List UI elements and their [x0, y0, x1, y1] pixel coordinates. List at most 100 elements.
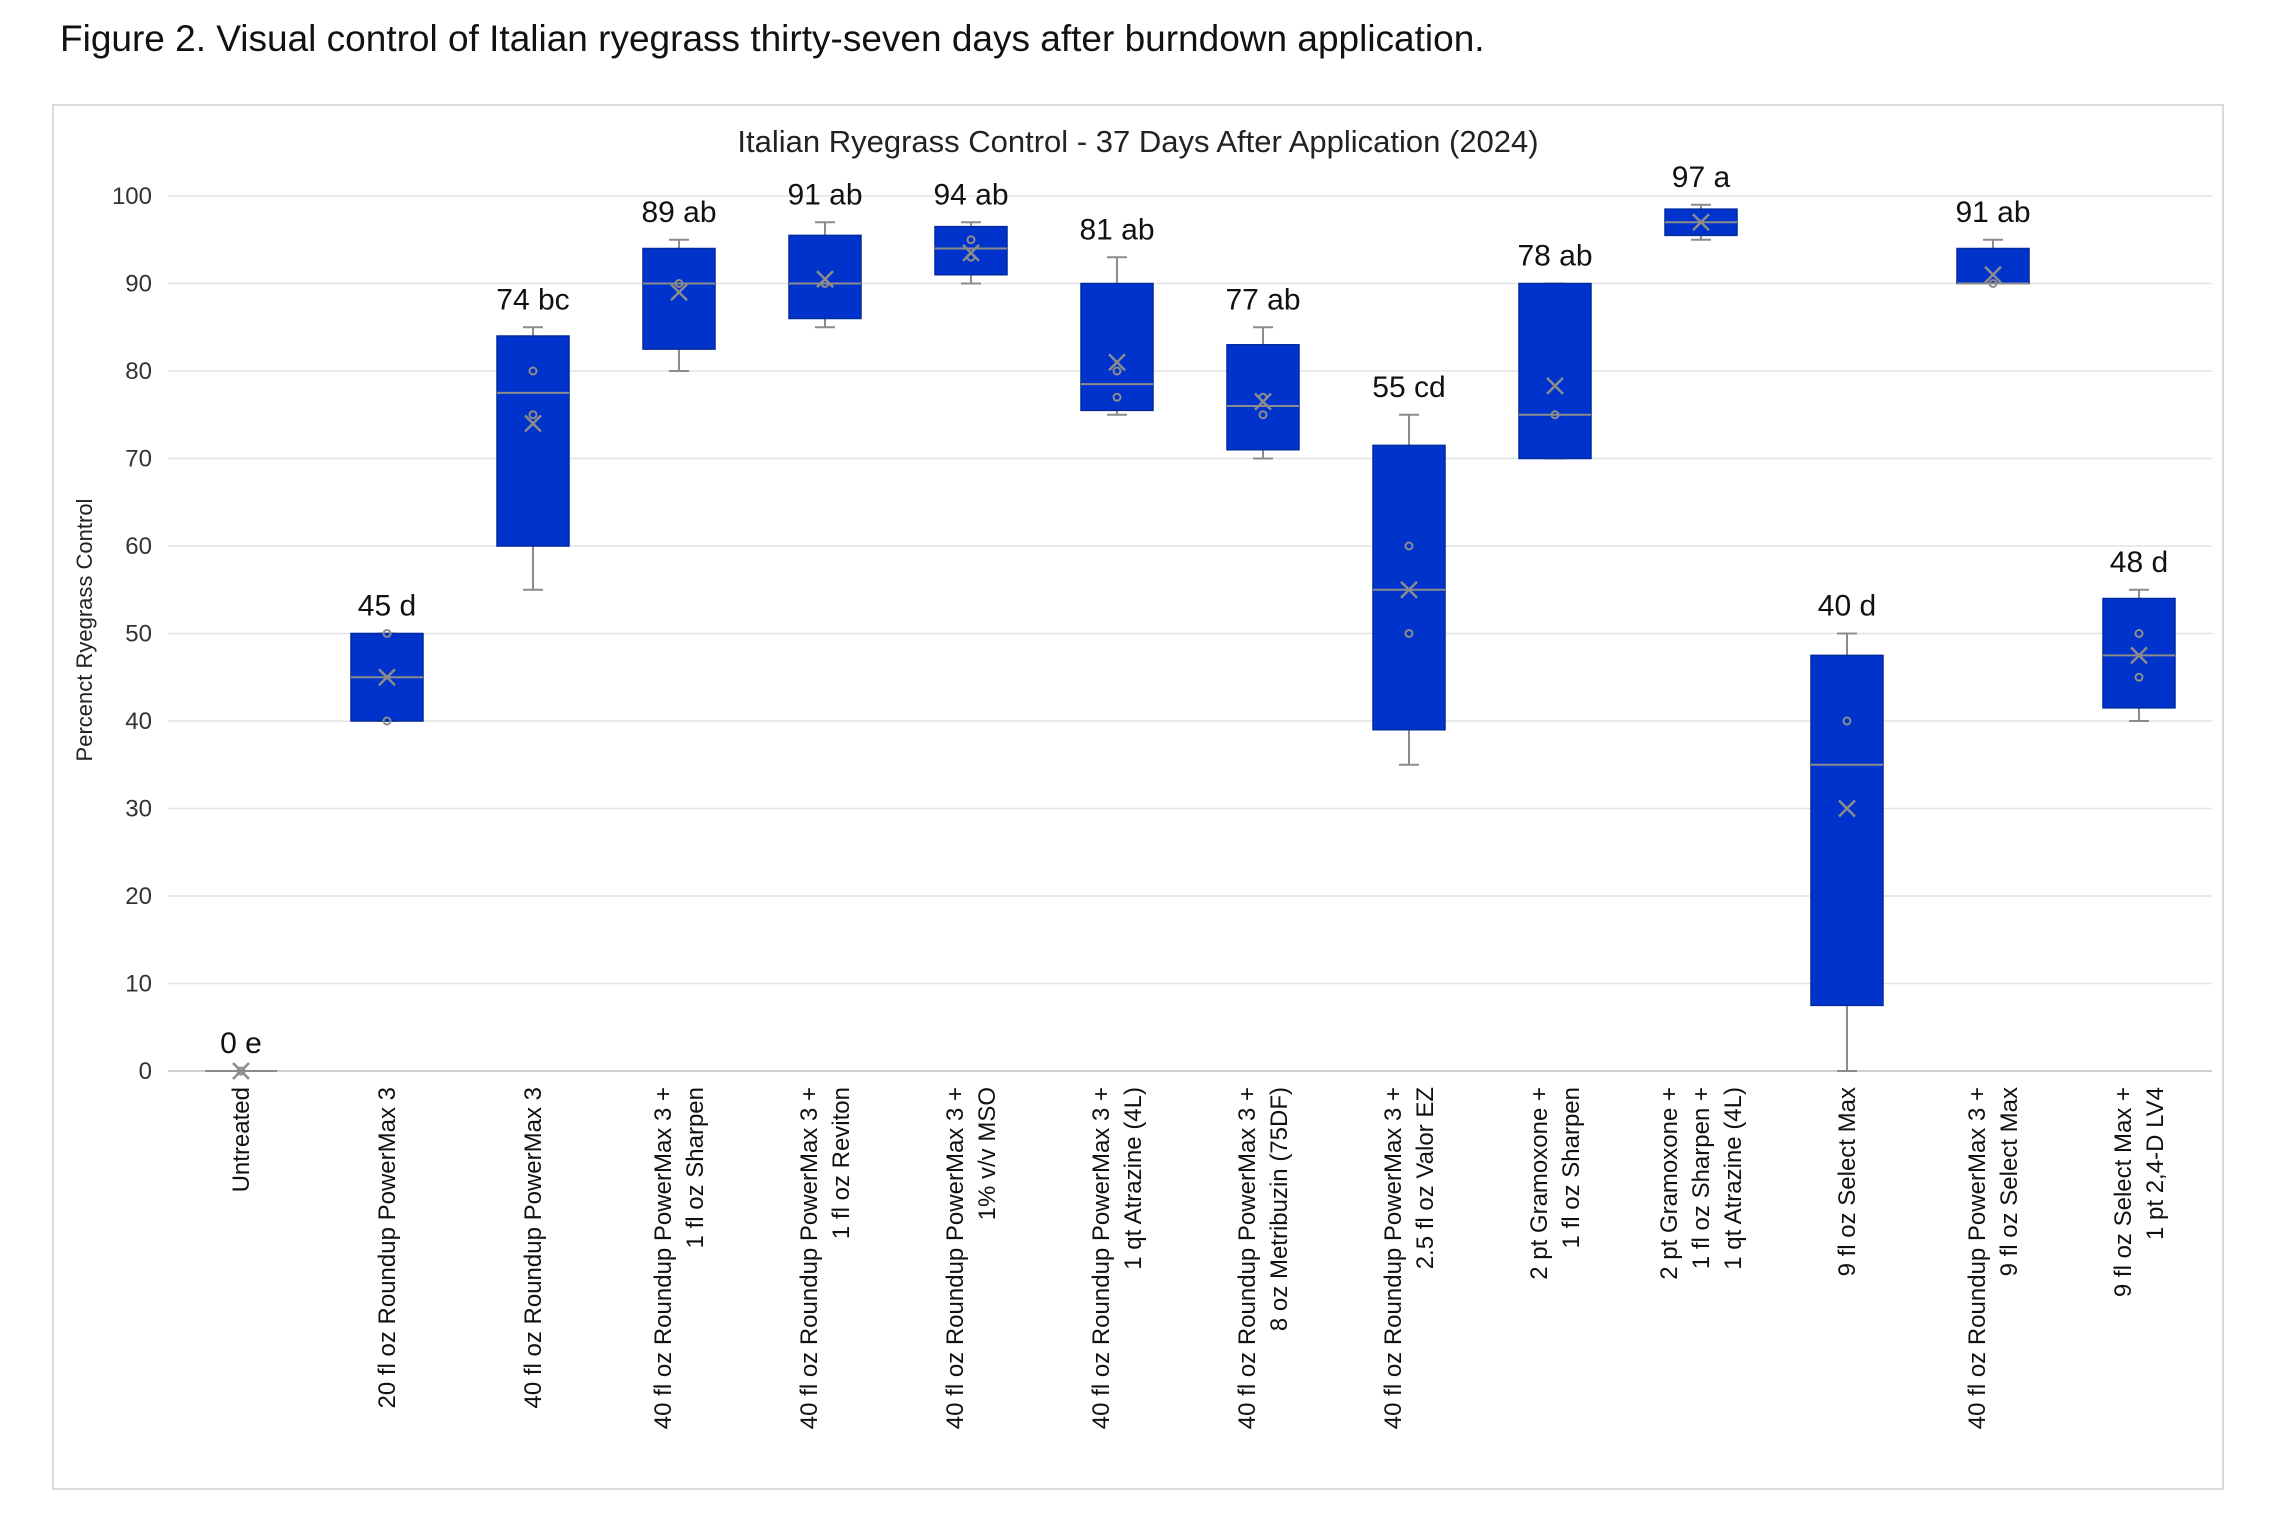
y-tick-label: 10	[125, 971, 152, 998]
x-tick-line: 40 fl oz Roundup PowerMax 3 +	[1088, 1087, 1115, 1429]
x-tick-text: 40 fl oz Roundup PowerMax 3 +1% v/v MSO	[942, 1087, 1001, 1429]
x-tick-label: 20 fl oz Roundup PowerMax 3	[374, 1087, 401, 1409]
x-tick-text: 40 fl oz Roundup PowerMax 3 +1 qt Atrazi…	[1088, 1087, 1147, 1429]
data-label: 0 e	[220, 1027, 262, 1060]
x-tick-line: 40 fl oz Roundup PowerMax 3 +	[1964, 1087, 1991, 1429]
data-label: 94 ab	[933, 178, 1008, 211]
x-tick-text: 40 fl oz Roundup PowerMax 3 +9 fl oz Sel…	[1964, 1087, 2023, 1429]
y-tick-label: 100	[112, 183, 152, 210]
y-tick-label: 80	[125, 358, 152, 385]
y-tick-label: 50	[125, 621, 152, 648]
data-point	[1550, 410, 1560, 420]
box-group: 91 ab	[1955, 196, 2031, 288]
x-tick-text: 40 fl oz Roundup PowerMax 3 +1 fl oz Rev…	[796, 1087, 855, 1429]
data-point	[236, 1066, 246, 1076]
x-tick-line: 2 pt Gramoxone +	[1526, 1087, 1553, 1280]
box	[1080, 282, 1154, 412]
box-group: 48 d	[2102, 546, 2176, 722]
box-group: 78 ab	[1517, 240, 1593, 460]
x-tick-text: 9 fl oz Select Max +1 pt 2,4-D LV4	[2110, 1087, 2169, 1297]
data-label: 77 ab	[1225, 283, 1300, 316]
x-tick-line: 1% v/v MSO	[974, 1087, 1001, 1220]
x-tick-line: 8 oz Metribuzin (75DF)	[1266, 1087, 1293, 1331]
mean-marker	[378, 668, 396, 687]
data-point	[2134, 629, 2144, 638]
chart-title: Italian Ryegrass Control - 37 Days After…	[737, 124, 1538, 159]
x-tick-text: 9 fl oz Select Max	[1834, 1087, 1861, 1276]
x-tick-text: Untreated	[228, 1087, 255, 1192]
y-tick-label: 20	[125, 883, 152, 910]
x-tick-label: 2 pt Gramoxone +1 fl oz Sharpen	[1526, 1087, 1585, 1280]
x-tick-line: 40 fl oz Roundup PowerMax 3 +	[796, 1087, 823, 1429]
box-group: 74 bc	[496, 283, 570, 591]
data-point	[382, 716, 392, 726]
x-tick-line: 40 fl oz Roundup PowerMax 3 +	[1234, 1087, 1261, 1429]
box-group: 55 cd	[1372, 371, 1446, 766]
box	[1518, 282, 1592, 460]
mean-marker	[1108, 353, 1126, 372]
box-group: 94 ab	[933, 178, 1009, 285]
y-tick-label: 0	[139, 1058, 152, 1085]
box	[788, 234, 862, 320]
x-tick-line: 9 fl oz Select Max	[1996, 1087, 2023, 1276]
x-tick-line: 40 fl oz Roundup PowerMax 3 +	[650, 1087, 677, 1429]
box-group: 40 d	[1810, 590, 1884, 1072]
data-label: 91 ab	[1955, 196, 2030, 229]
x-tick-line: 1 fl oz Reviton	[828, 1087, 855, 1239]
box	[1226, 344, 1300, 451]
data-label: 48 d	[2110, 546, 2168, 579]
data-label: 74 bc	[496, 283, 569, 316]
x-tick-label: 40 fl oz Roundup PowerMax 3 +8 oz Metrib…	[1234, 1087, 1293, 1429]
data-point	[966, 235, 976, 245]
box	[642, 247, 716, 350]
x-tick-line: 1 fl oz Sharpen	[1558, 1087, 1585, 1248]
mean-marker	[524, 414, 542, 433]
mean-marker	[1254, 392, 1272, 411]
box-group: 0 e	[205, 1027, 277, 1080]
y-axis-ticks: 0 10 20 30 40 50 60 70 80 90 100	[112, 183, 152, 1085]
x-tick-label: 40 fl oz Roundup PowerMax 3 +2.5 fl oz V…	[1380, 1087, 1439, 1429]
data-label: 89 ab	[641, 196, 716, 229]
data-label: 81 ab	[1079, 213, 1154, 246]
data-point	[1258, 410, 1268, 420]
data-point	[1404, 541, 1414, 551]
x-tick-label: 9 fl oz Select Max	[1834, 1087, 1861, 1276]
data-point	[382, 629, 392, 638]
data-point	[1112, 366, 1122, 376]
box	[934, 225, 1008, 276]
x-tick-line: 9 fl oz Select Max +	[2110, 1087, 2137, 1297]
data-label: 45 d	[358, 590, 416, 623]
box-group: 45 d	[350, 590, 424, 726]
x-tick-label: 40 fl oz Roundup PowerMax 3	[520, 1087, 547, 1409]
x-tick-line: 40 fl oz Roundup PowerMax 3 +	[1380, 1087, 1407, 1429]
data-label: 97 a	[1672, 161, 1731, 194]
mean-marker	[1546, 376, 1564, 395]
x-tick-text: 40 fl oz Roundup PowerMax 3	[520, 1087, 547, 1409]
boxes: 0 e 45 d 74 bc 89 ab 91 ab 94 ab 81 ab 77 ab 55 …	[205, 161, 2176, 1080]
box-group: 91 ab	[787, 178, 863, 329]
x-tick-label: 40 fl oz Roundup PowerMax 3 +1% v/v MSO	[942, 1087, 1001, 1429]
data-point	[1988, 279, 1998, 288]
y-tick-label: 30	[125, 796, 152, 823]
x-tick-line: 40 fl oz Roundup PowerMax 3 +	[942, 1087, 969, 1429]
x-tick-line: 40 fl oz Roundup PowerMax 3	[520, 1087, 547, 1409]
y-axis-label: Percenct Ryegrass Control	[72, 499, 97, 762]
mean-marker	[962, 243, 980, 262]
data-point	[674, 279, 684, 288]
x-tick-text: 40 fl oz Roundup PowerMax 3 +8 oz Metrib…	[1234, 1087, 1293, 1429]
data-point	[2134, 672, 2144, 682]
x-tick-label: Untreated	[228, 1087, 255, 1192]
mean-marker	[1692, 213, 1710, 232]
y-tick-label: 90	[125, 271, 152, 298]
box	[496, 335, 570, 547]
box-group: 89 ab	[641, 196, 717, 372]
x-tick-text: 40 fl oz Roundup PowerMax 3 +2.5 fl oz V…	[1380, 1087, 1439, 1429]
x-tick-line: 1 qt Atrazine (4L)	[1720, 1087, 1747, 1270]
data-point	[1842, 716, 1852, 726]
data-point	[1404, 629, 1414, 638]
y-tick-label: 40	[125, 708, 152, 735]
x-tick-line: Untreated	[228, 1087, 255, 1192]
box-group: 97 a	[1664, 161, 1738, 241]
mean-marker	[816, 270, 834, 289]
